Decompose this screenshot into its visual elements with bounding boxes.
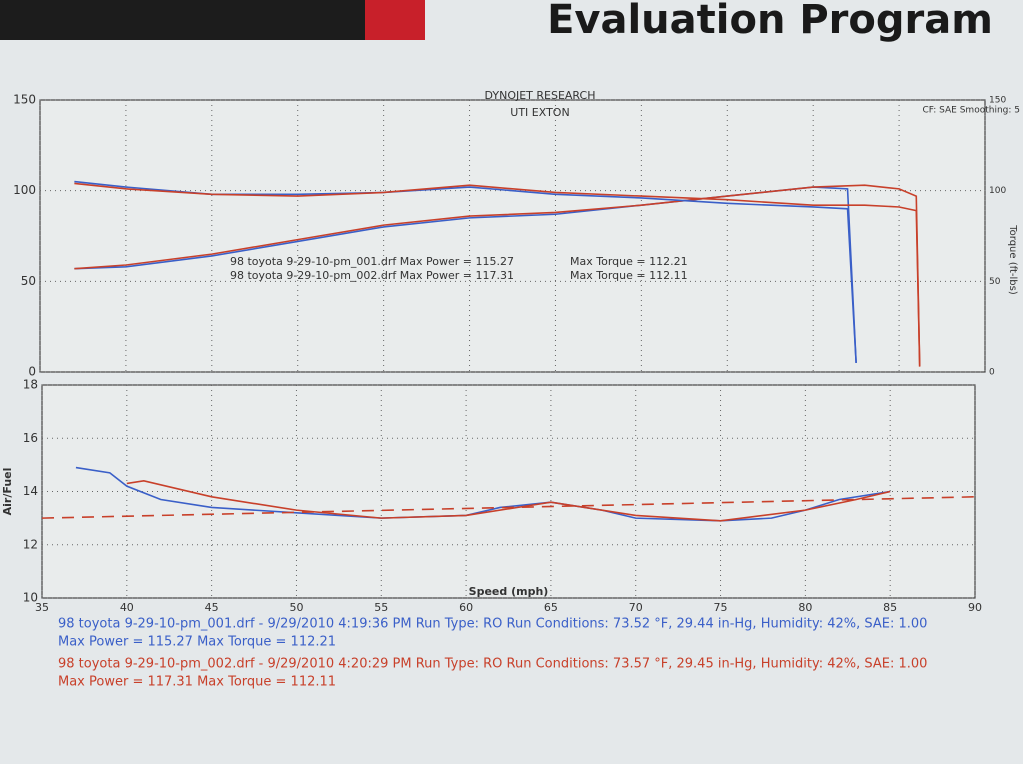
x-tick-label: 90 [968,601,982,614]
series-line [126,480,891,522]
annotation: 98 toyota 9-29-10-pm_002.drf Max Power =… [230,269,514,282]
x-axis-label: Speed (mph) [469,585,549,598]
x-tick-label: 85 [883,601,897,614]
y-tick-label: 18 [23,378,38,392]
series-line [74,182,921,367]
x-tick-label: 45 [205,601,219,614]
run-max: Max Power = 117.31 Max Torque = 112.11 [58,675,336,690]
x-tick-label: 70 [629,601,643,614]
y-tick-label: 12 [23,537,38,551]
y-tick-label: 10 [23,591,38,605]
series-line [75,466,891,522]
logo-accent [365,0,425,40]
y2-tick-label: 50 [989,277,1001,287]
series-line [41,496,976,519]
run-info: 98 toyota 9-29-10-pm_002.drf - 9/29/2010… [58,657,927,672]
chart-note: CF: SAE Smoothing: 5 [922,106,1020,116]
chart-title: DYNOJET RESEARCH [485,89,596,102]
y2-tick-label: 100 [989,186,1006,196]
series-line [74,184,921,367]
run-info: 98 toyota 9-29-10-pm_001.drf - 9/29/2010… [58,617,927,632]
plot-frame [41,384,976,599]
logo [0,0,420,40]
y-tick-label: 50 [21,274,36,288]
x-tick-label: 50 [289,601,303,614]
y-tick-label: 0 [28,365,36,379]
x-tick-label: 40 [120,601,134,614]
x-tick-label: 60 [459,601,473,614]
x-tick-label: 80 [798,601,812,614]
annotation: Max Torque = 112.11 [570,269,688,282]
y2-tick-label: 0 [989,368,995,378]
x-tick-label: 75 [714,601,728,614]
y-tick-label: 16 [23,431,38,445]
y-tick-label: 150 [13,93,36,107]
chart-subtitle: UTI EXTON [510,106,569,119]
y-axis-label: Air/Fuel [1,468,14,516]
plot-frame [39,99,986,373]
x-tick-label: 55 [374,601,388,614]
run-max: Max Power = 115.27 Max Torque = 112.21 [58,635,336,650]
x-tick-label: 65 [544,601,558,614]
annotation: 98 toyota 9-29-10-pm_001.drf Max Power =… [230,255,514,268]
y2-axis-label: Torque (ft-lbs) [1007,224,1018,295]
annotation: Max Torque = 112.21 [570,255,688,268]
x-tick-label: 35 [35,601,49,614]
y2-tick-label: 150 [989,96,1006,106]
y-tick-label: 14 [23,484,38,498]
heading: Evaluation Program [547,0,993,43]
y-tick-label: 100 [13,183,36,197]
